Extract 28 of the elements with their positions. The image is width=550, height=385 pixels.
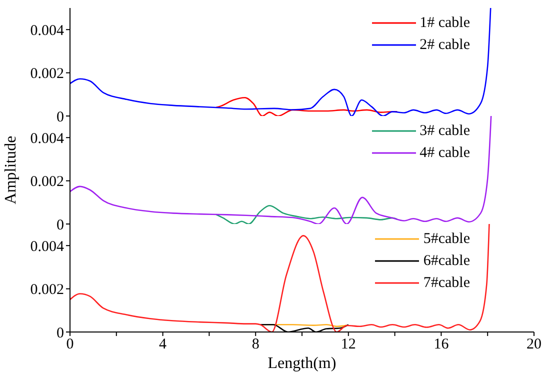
- legend-label: 5#cable: [423, 230, 470, 248]
- y-tick-label: 0: [56, 325, 64, 342]
- x-tick-label: 20: [526, 336, 542, 353]
- y-tick-label: 0: [56, 109, 64, 126]
- legend-label: 3# cable: [420, 122, 470, 140]
- line-series: [70, 224, 490, 332]
- x-tick-label: 4: [159, 336, 168, 353]
- x-tick-label: 8: [252, 336, 260, 353]
- x-axis-title: Length(m): [268, 355, 336, 372]
- line-series: [70, 8, 492, 116]
- legend-label: 6#cable: [423, 252, 470, 270]
- y-tick-label: 0.002: [30, 282, 64, 298]
- legend-label: 2# cable: [420, 36, 470, 54]
- y-axis-title: Amplitude: [2, 136, 20, 204]
- legend-label: 4# cable: [420, 144, 470, 162]
- y-tick-label: 0: [56, 217, 64, 234]
- y-tick-label: 0.004: [30, 238, 64, 255]
- legend-label: 7#cable: [423, 274, 470, 292]
- y-tick-label: 0.004: [30, 130, 64, 147]
- x-tick-label: 16: [434, 336, 450, 353]
- line-series: [70, 116, 492, 224]
- line-series: [216, 96, 398, 116]
- line-series: [216, 204, 398, 224]
- legend-label: 1# cable: [420, 14, 470, 32]
- y-tick-label: 0.004: [30, 22, 64, 39]
- y-tick-label: 0.002: [30, 66, 64, 82]
- y-tick-label: 0.002: [30, 174, 64, 190]
- x-tick-label: 12: [340, 336, 356, 353]
